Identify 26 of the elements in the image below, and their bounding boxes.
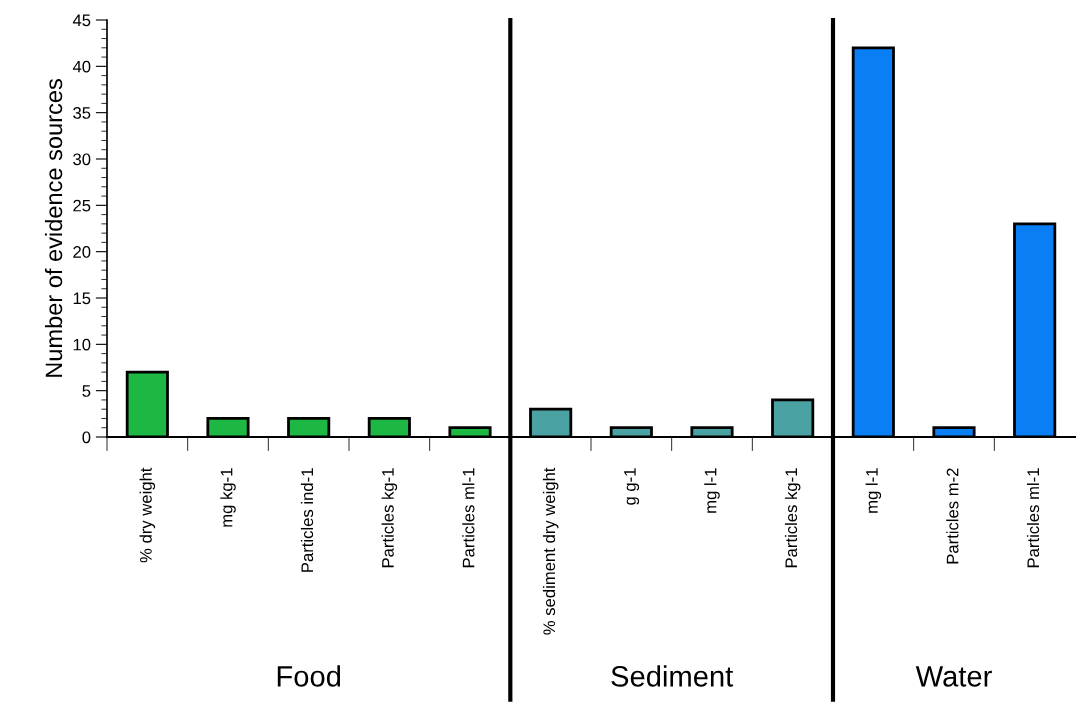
text: Water (915, 666, 992, 687)
y-tick-label: 40 (72, 60, 91, 73)
x-tick-label: % sediment dry weight (542, 467, 559, 635)
x-tick-label: g g-1 (624, 468, 640, 505)
x-tick-label: Particles ml-1 (462, 468, 475, 568)
y-tick-label: 20 (73, 246, 91, 258)
x-tick-label: Particles kg-1 (381, 468, 398, 568)
y-tick-label: 30 (73, 153, 91, 166)
text: Food (277, 665, 341, 687)
y-tick-label: 25 (73, 199, 91, 212)
y-axis-title: Number of evidence sources (44, 79, 63, 377)
x-tick-label: mg l-1 (704, 468, 720, 513)
x-tick-label: % dry weight (139, 467, 156, 563)
x-tick-label: Particles ind-1 (300, 468, 314, 572)
text: Sediment (611, 665, 734, 687)
x-tick-label: Particles kg-1 (784, 468, 801, 568)
y-tick-label: 0 (82, 431, 91, 444)
x-tick-label: mg kg-1 (220, 468, 236, 527)
x-tick-label: mg l-1 (865, 468, 882, 513)
y-tick-label: 15 (73, 292, 91, 305)
x-tick-label: Particles m-2 (946, 468, 959, 564)
y-tick-label: 5 (82, 385, 91, 397)
x-tick-label: Particles ml-1 (1026, 468, 1040, 568)
y-tick-label: 35 (73, 107, 91, 119)
y-tick-label: 10 (73, 338, 91, 351)
y-tick-label: 45 (72, 14, 91, 27)
